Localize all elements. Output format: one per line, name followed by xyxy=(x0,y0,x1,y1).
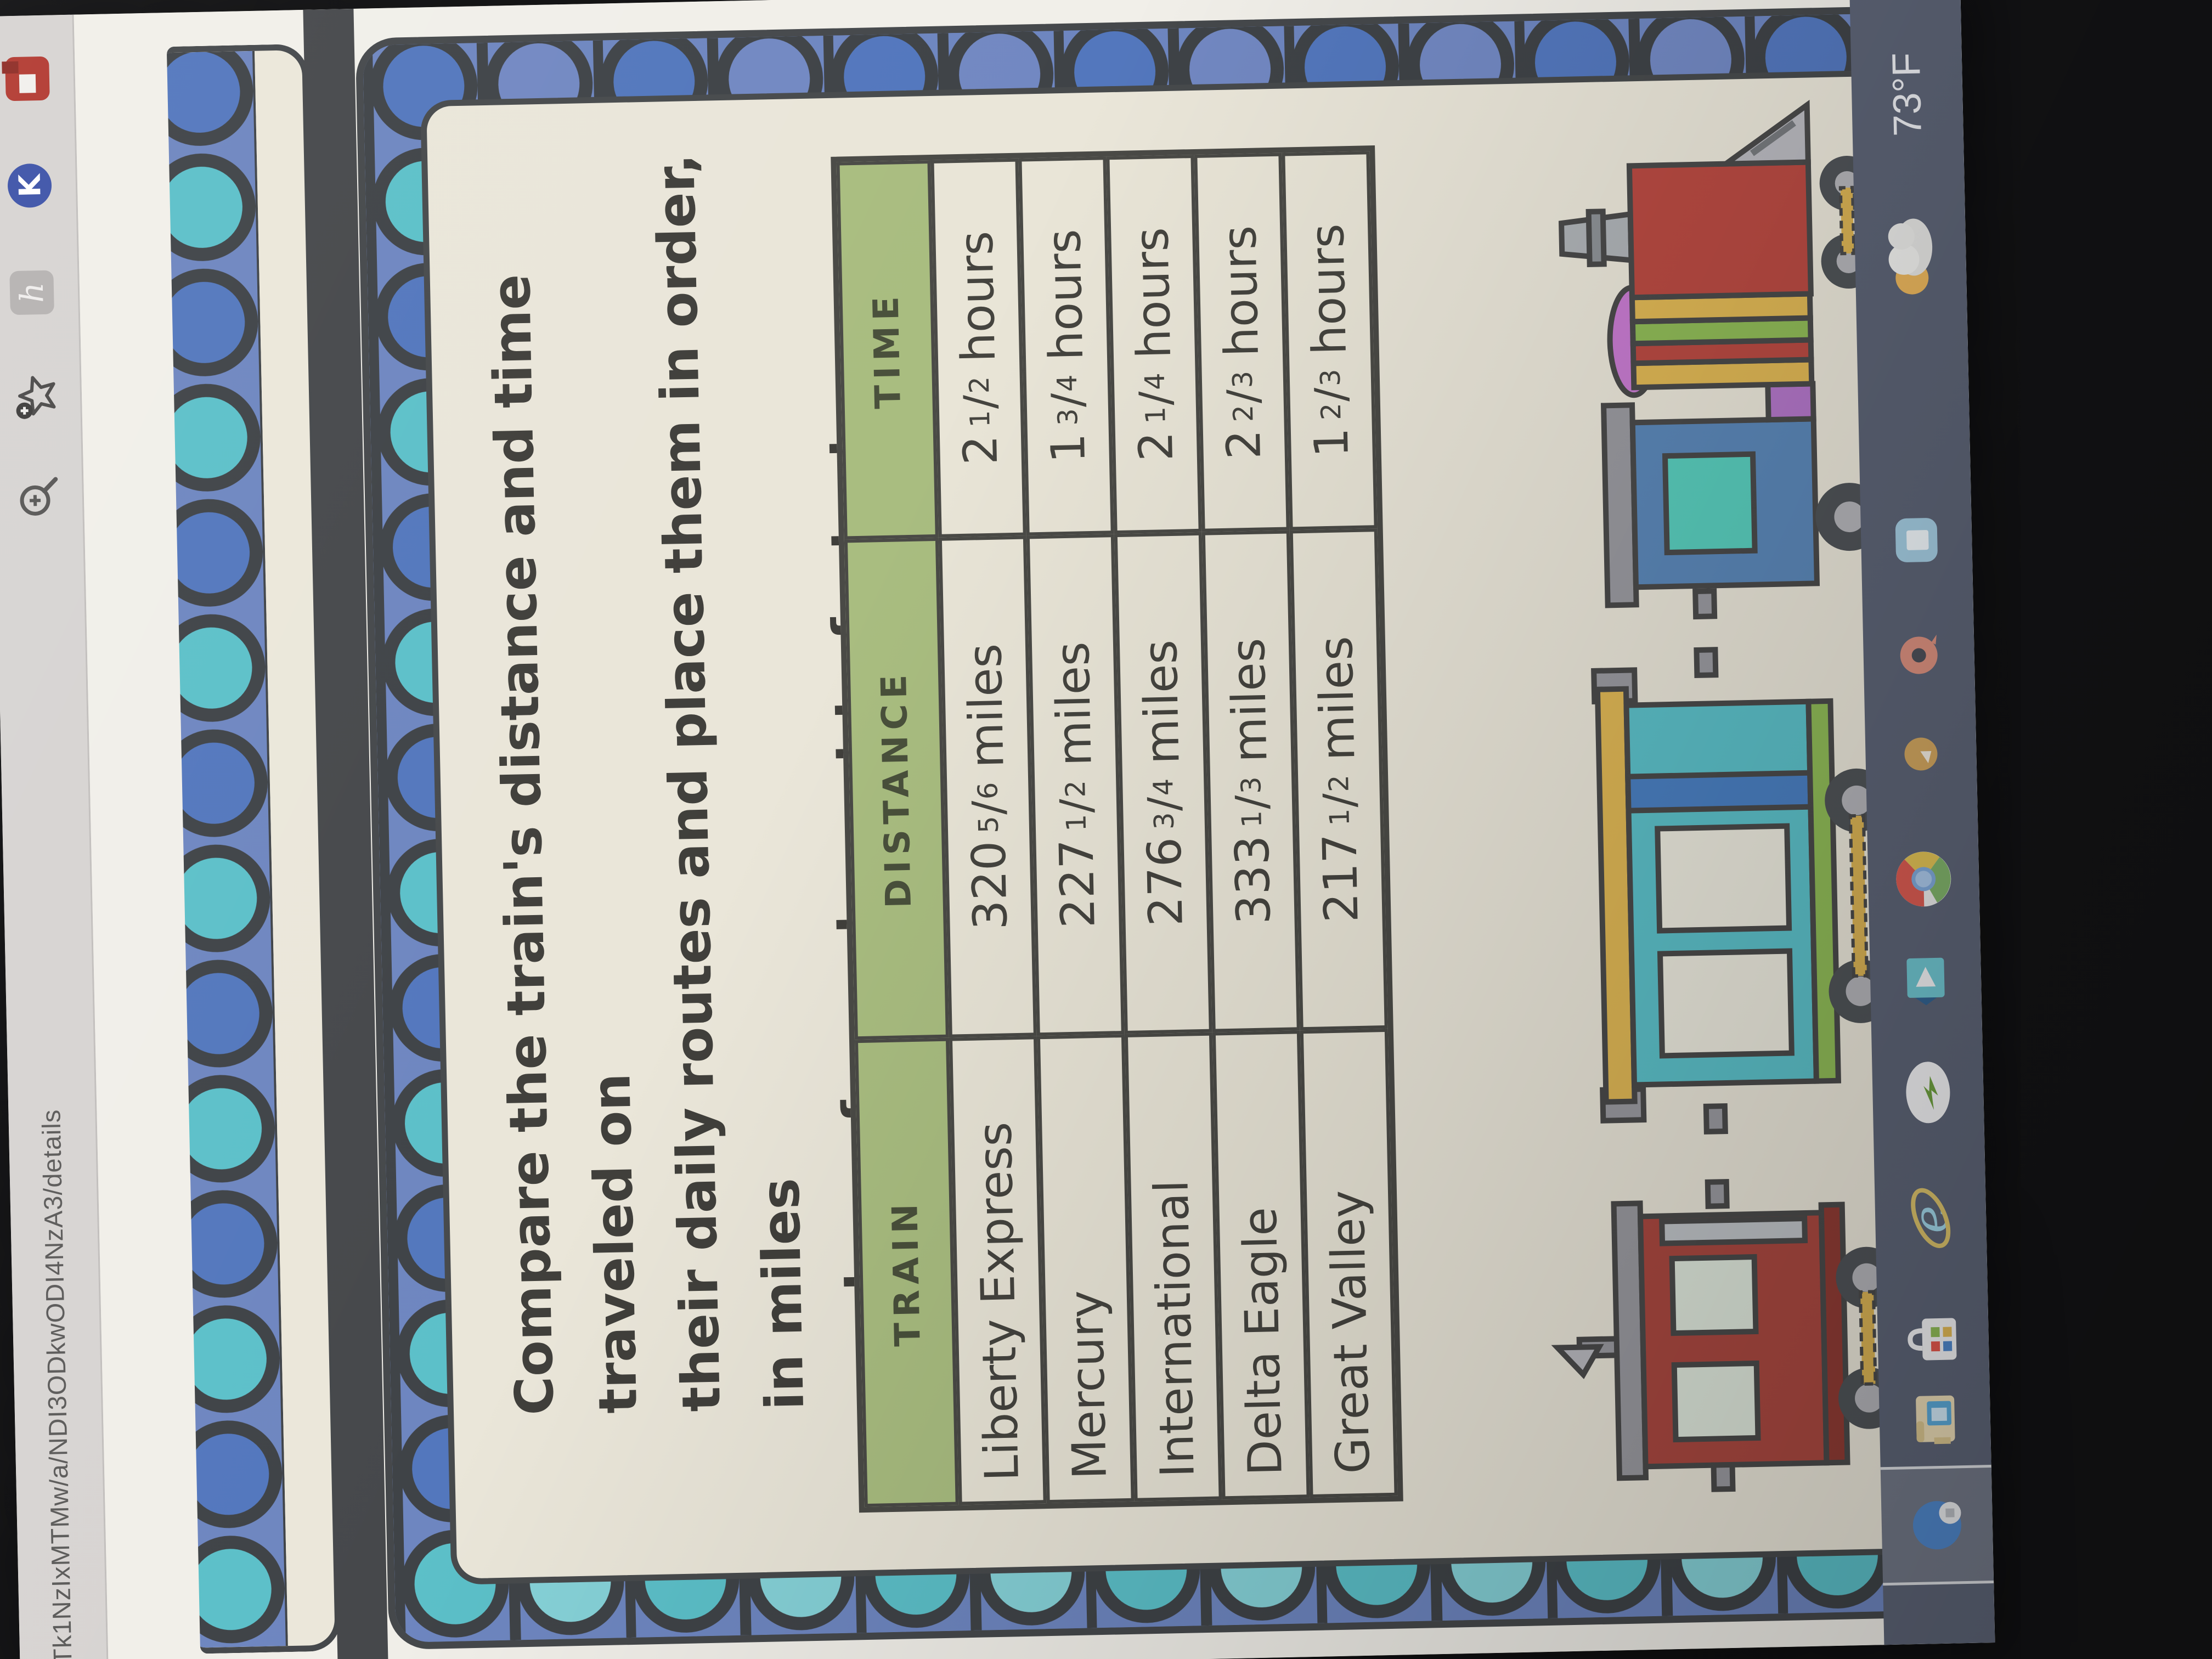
instruction-line-1: Compare the train's distance and time tr… xyxy=(480,273,650,1416)
zoom-in-icon[interactable] xyxy=(15,472,63,521)
stained-glass-border-sliver xyxy=(166,50,288,1649)
table-cell-value: 2 2/3 hours xyxy=(1194,153,1290,532)
table-cell-value: 276 3/4 miles xyxy=(1114,532,1212,1034)
rotated-screen: Tk1NzIxMTMw/a/NDI3ODkwODI4NzA3/details h… xyxy=(0,0,1995,1659)
table-cell-value: 2 1/4 hours xyxy=(1106,154,1202,534)
teal-passenger-train-car xyxy=(1591,647,1893,1135)
worksheet-panel: Compare the train's distance and time tr… xyxy=(420,70,1929,1585)
table-cell-train-name: International xyxy=(1124,1032,1222,1502)
movies-tv-app-icon[interactable] xyxy=(1870,949,1982,1013)
amber-app-icon[interactable] xyxy=(1865,730,1977,778)
h-extension-letter: h xyxy=(13,281,51,303)
train-data-table: TRAIN DISTANCE TIME Liberty Express 320 5/6 m… xyxy=(831,145,1403,1513)
table-header-distance: DISTANCE xyxy=(844,537,949,1040)
table-cell-train-name: Delta Eagle xyxy=(1212,1030,1310,1500)
edge-active-app-icon[interactable] xyxy=(1880,1465,1994,1586)
table-cell-train-name: Mercury xyxy=(1036,1034,1135,1504)
table-cell-value: 333 1/3 miles xyxy=(1201,530,1300,1032)
table-cell-value: 1 3/4 hours xyxy=(1018,156,1114,536)
instruction-line-2: their daily routes and place them in ord… xyxy=(645,153,816,1413)
classroom-page: Compare the train's distance and time tr… xyxy=(74,0,1995,1659)
table-cell-value: 320 5/6 miles xyxy=(938,535,1037,1038)
h-extension-icon[interactable]: h xyxy=(9,270,54,315)
table-cell-value: 2 1/2 hours xyxy=(930,158,1026,538)
pink-app-icon[interactable] xyxy=(1863,627,1975,684)
browser-toolbar: Tk1NzIxMTMw/a/NDI3ODkwODI4NzA3/details h… xyxy=(0,14,109,1659)
worksheet-card: Compare the train's distance and time tr… xyxy=(355,4,1994,1650)
table-cell-train-name: Liberty Express xyxy=(949,1036,1047,1505)
train-illustrations xyxy=(1520,76,1913,1556)
edge-swirl-icon xyxy=(1912,1501,1961,1550)
red-caboose-train-car xyxy=(1551,1178,1900,1492)
table-cell-train-name: Great Valley xyxy=(1300,1028,1398,1498)
k-extension-letter: K xyxy=(12,173,47,198)
k-extension-icon[interactable]: K xyxy=(7,163,52,208)
partly-cloudy-icon[interactable] xyxy=(1854,196,1967,313)
green-arrow-app-icon[interactable] xyxy=(1872,1059,1984,1126)
weather-temperature[interactable]: 73°F xyxy=(1884,52,1930,137)
table-cell-value: 1 2/3 hours xyxy=(1282,151,1378,531)
table-body: Liberty Express 320 5/6 miles 2 1/2 hours Mercu… xyxy=(930,151,1398,1505)
table-header-train: TRAIN xyxy=(854,1037,959,1508)
table-cell-value: 217 1/2 miles xyxy=(1289,528,1388,1031)
file-explorer-icon[interactable] xyxy=(1879,1390,1991,1447)
red-extension-icon[interactable] xyxy=(5,56,50,101)
red-extension-glyph xyxy=(19,74,36,93)
windows-taskbar: e xyxy=(1849,0,1995,1645)
chrome-icon[interactable] xyxy=(1867,847,1979,911)
internet-explorer-icon[interactable]: e xyxy=(1875,1184,1987,1252)
address-bar-url[interactable]: Tk1NzIxMTMw/a/NDI3ODkwODI4NzA3/details xyxy=(36,1109,77,1659)
bookmark-star-add-icon[interactable] xyxy=(13,374,61,422)
locomotive-engine xyxy=(1558,99,1884,620)
table-header-time: TIME xyxy=(836,160,939,540)
table-cell-value: 227 1/2 miles xyxy=(1026,534,1125,1036)
blue-app-icon[interactable] xyxy=(1860,508,1972,572)
microsoft-store-icon[interactable] xyxy=(1877,1308,1989,1370)
